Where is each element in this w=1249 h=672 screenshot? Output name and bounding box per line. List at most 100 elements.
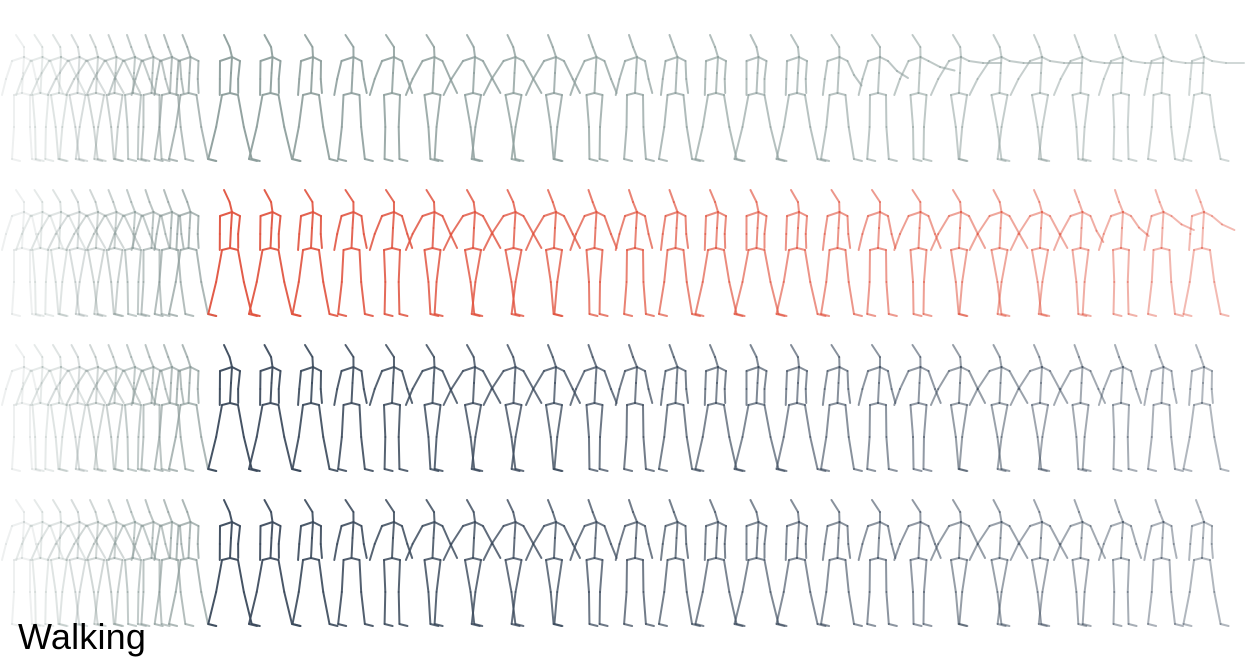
stick-figure-3-c5	[85, 499, 142, 627]
stick-figure-1-p0	[207, 189, 261, 317]
stick-figure-2-p0	[207, 344, 261, 472]
stick-figure-3-p24	[1182, 499, 1230, 627]
stick-figure-0-p17	[893, 34, 956, 162]
stick-figure-2-p18	[929, 344, 987, 472]
stick-figure-2-p14	[775, 344, 827, 472]
stick-figure-3-c3	[46, 499, 107, 627]
stick-figure-1-c4	[65, 189, 125, 317]
stick-figure-1-p10	[614, 189, 655, 317]
stick-figure-0-p13	[733, 34, 788, 162]
stick-figure-0-p18	[929, 34, 1002, 162]
stick-figure-0-p22	[1097, 34, 1164, 162]
stick-figure-3-c9	[168, 499, 217, 627]
stick-figure-0-c9	[168, 34, 217, 162]
stick-figure-1-p8	[525, 189, 581, 317]
stick-figure-0-p7	[482, 34, 543, 162]
stick-figure-1-c6	[107, 189, 157, 317]
stick-figure-2-p10	[614, 344, 655, 472]
stick-figure-1-c1	[15, 189, 64, 317]
stick-figure-3-p7	[482, 499, 543, 627]
stick-figure-0-c0	[1, 34, 41, 162]
stick-figure-2-c2	[30, 344, 86, 472]
stick-figure-2-p3	[333, 344, 374, 472]
stick-figure-3-p19	[968, 499, 1029, 627]
stick-figure-0-p12	[694, 34, 746, 162]
stick-figure-0-p15	[820, 34, 863, 162]
stick-figure-1-p1	[247, 189, 302, 317]
stick-figure-2-p22	[1097, 344, 1143, 472]
stick-figure-2-c1	[15, 344, 64, 472]
stick-figure-0-p0	[207, 34, 261, 162]
stick-figure-0-c6	[107, 34, 157, 162]
row-4	[1, 499, 1230, 627]
stick-figure-2-p13	[733, 344, 788, 472]
stick-figure-1-p9	[569, 189, 618, 317]
stick-figure-1-p23	[1143, 189, 1195, 317]
stick-figure-3-p11	[657, 499, 702, 627]
stick-figure-3-c0	[1, 499, 41, 627]
stick-figure-1-p4	[368, 189, 414, 317]
stick-figure-0-p10	[614, 34, 655, 162]
stick-figure-3-p8	[525, 499, 581, 627]
stick-figure-0-c7	[130, 34, 171, 162]
stick-figure-0-p23	[1143, 34, 1205, 162]
stick-figure-3-p12	[694, 499, 746, 627]
stick-figure-3-p23	[1143, 499, 1184, 627]
stick-figure-3-c6	[107, 499, 157, 627]
stick-figure-3-p13	[733, 499, 788, 627]
stick-figure-0-p20	[1009, 34, 1083, 162]
stick-figure-0-p11	[657, 34, 702, 162]
stick-figure-0-c5	[85, 34, 142, 162]
stick-figure-0-p8	[525, 34, 581, 162]
stick-figure-3-p15	[820, 499, 863, 627]
stick-figure-3-p10	[614, 499, 655, 627]
stick-figure-2-p4	[368, 344, 414, 472]
stick-figure-1-c5	[85, 189, 142, 317]
stick-figure-3-p16	[857, 499, 898, 627]
stick-figure-0-c2	[30, 34, 86, 162]
stick-figure-2-c9	[168, 344, 217, 472]
stick-figure-3-p20	[1009, 499, 1069, 627]
stick-figure-0-c4	[65, 34, 125, 162]
stick-figure-3-p17	[893, 499, 942, 627]
stick-figure-2-p2	[291, 344, 339, 472]
stick-figure-2-p21	[1052, 344, 1107, 472]
stick-figure-0-p9	[569, 34, 618, 162]
stick-figure-0-p21	[1052, 34, 1124, 162]
stick-figure-1-p14	[775, 189, 827, 317]
row-1	[1, 34, 1245, 162]
stick-figure-0-p5	[404, 34, 459, 162]
stick-figure-2-p11	[657, 344, 702, 472]
stick-figure-2-c3	[46, 344, 107, 472]
stick-figure-2-p23	[1143, 344, 1184, 472]
stick-figure-2-c0	[1, 344, 41, 472]
stick-figure-1-p16	[857, 189, 898, 317]
stick-figure-1-p6	[442, 189, 502, 317]
stick-figure-0-p4	[368, 34, 414, 162]
stick-figure-0-p6	[442, 34, 502, 162]
stick-figure-3-p14	[775, 499, 827, 627]
stick-figure-0-p1	[247, 34, 302, 162]
stick-figure-0-p2	[291, 34, 339, 162]
stick-figure-2-p9	[569, 344, 618, 472]
stick-figure-0-p3	[333, 34, 374, 162]
stick-figure-0-c3	[46, 34, 107, 162]
stick-figure-2-p15	[820, 344, 863, 472]
stick-figure-3-p22	[1097, 499, 1143, 627]
action-caption: Walking	[18, 616, 147, 657]
stick-figure-1-p17	[893, 189, 942, 317]
stick-figure-2-p8	[525, 344, 581, 472]
stick-figure-2-p24	[1182, 344, 1230, 472]
stick-figure-3-p6	[442, 499, 502, 627]
stick-figure-1-p22	[1097, 189, 1150, 317]
stick-figure-3-p0	[207, 499, 261, 627]
stick-figure-0-p19	[968, 34, 1043, 162]
stick-figure-3-p4	[368, 499, 414, 627]
stick-figure-1-p3	[333, 189, 374, 317]
stick-figure-3-p21	[1052, 499, 1107, 627]
stick-figure-3-p9	[569, 499, 618, 627]
stick-figure-1-c3	[46, 189, 107, 317]
stick-figure-1-p11	[657, 189, 702, 317]
stick-figure-3-p2	[291, 499, 339, 627]
